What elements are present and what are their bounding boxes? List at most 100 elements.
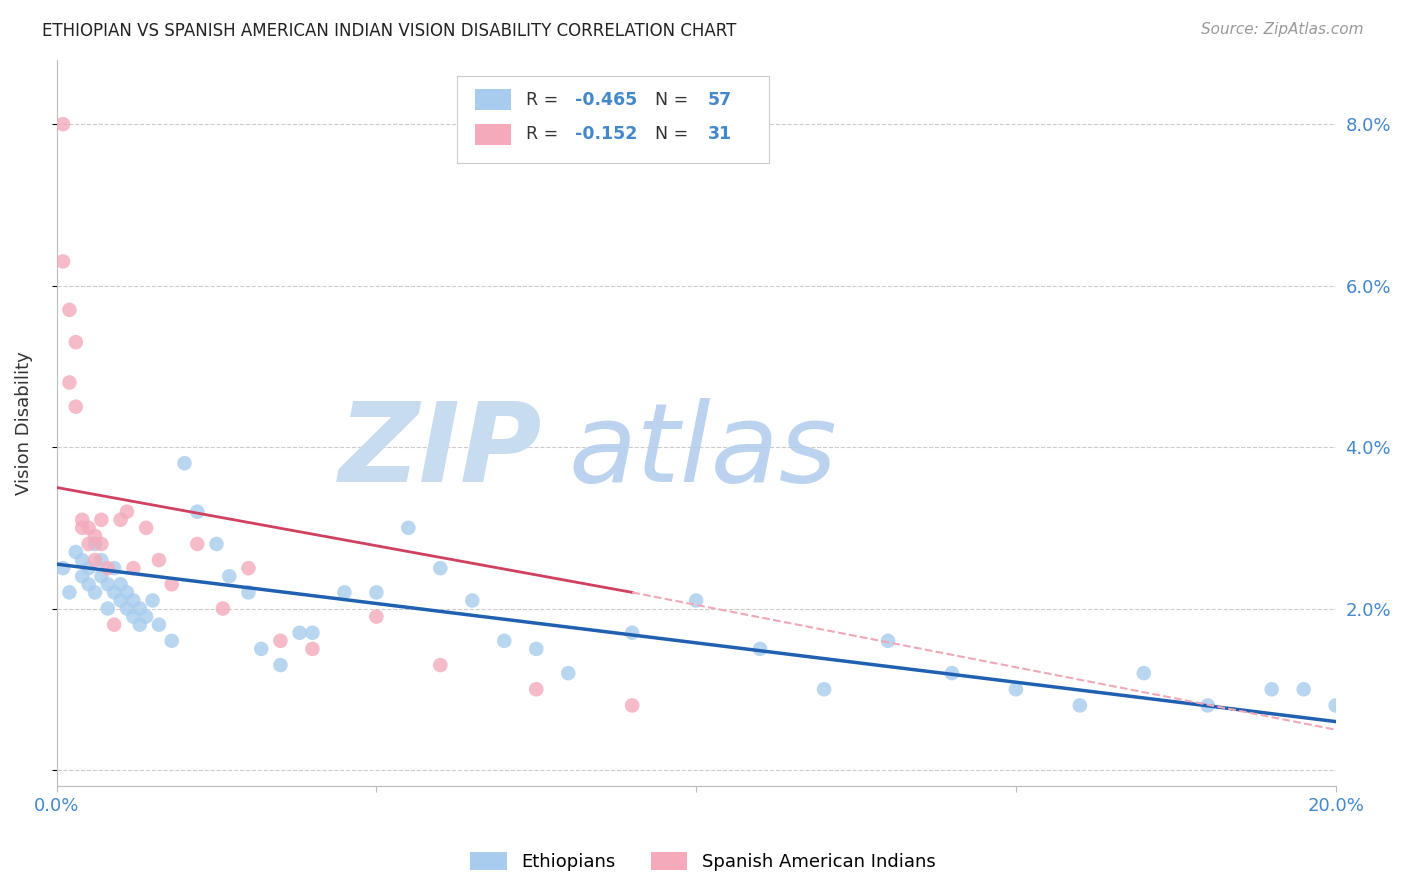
Point — [212, 601, 235, 615]
Point — [65, 400, 87, 414]
Point — [461, 593, 484, 607]
Text: R =: R = — [526, 126, 569, 144]
Point — [84, 529, 107, 543]
Point — [122, 561, 145, 575]
Point — [1005, 682, 1028, 697]
Point — [103, 617, 125, 632]
Point — [1133, 666, 1156, 681]
Point — [186, 505, 208, 519]
Point — [269, 658, 291, 673]
Text: -0.465: -0.465 — [575, 91, 637, 109]
Point — [65, 545, 87, 559]
Point — [494, 633, 516, 648]
Point — [205, 537, 228, 551]
Text: 31: 31 — [707, 126, 731, 144]
Point — [148, 617, 170, 632]
Point — [84, 585, 107, 599]
Point — [524, 641, 547, 656]
Point — [1324, 698, 1347, 713]
Point — [288, 625, 311, 640]
Text: Source: ZipAtlas.com: Source: ZipAtlas.com — [1201, 22, 1364, 37]
Text: 57: 57 — [707, 91, 731, 109]
Point — [173, 456, 195, 470]
Point — [115, 505, 138, 519]
Point — [238, 561, 260, 575]
Point — [115, 601, 138, 615]
Point — [70, 569, 93, 583]
Point — [70, 513, 93, 527]
Point — [103, 585, 125, 599]
Point — [70, 553, 93, 567]
Point — [84, 537, 107, 551]
Point — [238, 585, 260, 599]
Point — [429, 561, 451, 575]
Point — [110, 513, 132, 527]
Point — [128, 617, 150, 632]
Point — [58, 376, 80, 390]
Point — [77, 577, 100, 591]
FancyBboxPatch shape — [475, 124, 510, 145]
Point — [97, 561, 120, 575]
Point — [90, 537, 112, 551]
Point — [941, 666, 963, 681]
Point — [110, 577, 132, 591]
Point — [141, 593, 163, 607]
Point — [52, 254, 75, 268]
Point — [115, 585, 138, 599]
Point — [1292, 682, 1315, 697]
Point — [77, 521, 100, 535]
Point — [685, 593, 707, 607]
Point — [813, 682, 835, 697]
Point — [135, 609, 157, 624]
Point — [160, 577, 183, 591]
Point — [110, 593, 132, 607]
Point — [1260, 682, 1282, 697]
Point — [621, 625, 644, 640]
Point — [160, 633, 183, 648]
Point — [396, 521, 419, 535]
Point — [877, 633, 900, 648]
Point — [97, 601, 120, 615]
Point — [90, 553, 112, 567]
Legend: Ethiopians, Spanish American Indians: Ethiopians, Spanish American Indians — [463, 845, 943, 879]
Point — [84, 553, 107, 567]
Point — [103, 561, 125, 575]
Point — [250, 641, 273, 656]
Point — [90, 513, 112, 527]
Point — [77, 561, 100, 575]
Text: ETHIOPIAN VS SPANISH AMERICAN INDIAN VISION DISABILITY CORRELATION CHART: ETHIOPIAN VS SPANISH AMERICAN INDIAN VIS… — [42, 22, 737, 40]
Y-axis label: Vision Disability: Vision Disability — [15, 351, 32, 495]
Point — [557, 666, 579, 681]
Point — [135, 521, 157, 535]
Point — [97, 577, 120, 591]
Text: -0.152: -0.152 — [575, 126, 637, 144]
Point — [122, 593, 145, 607]
Point — [429, 658, 451, 673]
Point — [301, 625, 323, 640]
FancyBboxPatch shape — [475, 89, 510, 110]
Point — [70, 521, 93, 535]
Text: N =: N = — [644, 126, 693, 144]
Point — [749, 641, 772, 656]
Point — [90, 569, 112, 583]
Point — [58, 302, 80, 317]
Text: atlas: atlas — [568, 399, 837, 506]
Point — [524, 682, 547, 697]
Point — [333, 585, 356, 599]
Point — [269, 633, 291, 648]
Point — [58, 585, 80, 599]
Text: ZIP: ZIP — [339, 399, 543, 506]
Point — [301, 641, 323, 656]
Point — [122, 609, 145, 624]
Point — [52, 117, 75, 131]
Point — [1197, 698, 1219, 713]
Point — [366, 585, 388, 599]
Text: N =: N = — [644, 91, 693, 109]
Point — [52, 561, 75, 575]
Point — [186, 537, 208, 551]
Point — [218, 569, 240, 583]
Point — [621, 698, 644, 713]
Point — [65, 335, 87, 350]
Point — [77, 537, 100, 551]
FancyBboxPatch shape — [457, 77, 769, 162]
